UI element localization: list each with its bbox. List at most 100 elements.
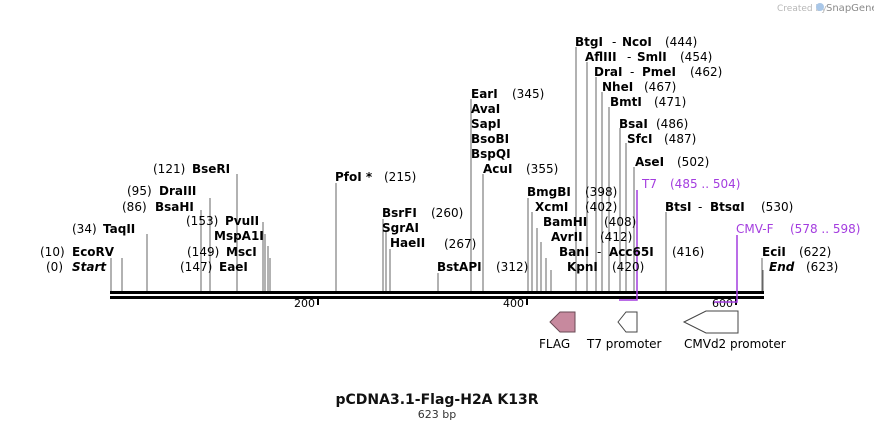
flag-arrow-icon <box>549 311 576 333</box>
site-bani-acc65i[interactable]: BanI - Acc65I (416) <box>559 245 704 259</box>
site-end-name: End <box>769 260 795 274</box>
site-bsahi[interactable]: (86) BsaHI <box>122 200 194 214</box>
site-end[interactable]: End (623) <box>769 260 838 274</box>
site-acui-pos: (355) <box>526 162 558 176</box>
site-bmti[interactable]: BmtI (471) <box>610 95 686 109</box>
site-leader-lines <box>110 47 764 291</box>
site-bsobi[interactable]: BsoBI <box>471 132 509 146</box>
site-drai-name: DraI <box>594 65 622 79</box>
primer-cmv-f[interactable]: CMV-F (578 .. 598) <box>714 222 860 303</box>
site-bmgbi-name: BmgBI <box>527 185 571 199</box>
site-taqii-pos: (34) <box>72 222 97 236</box>
primer-cmv-f-range: (578 .. 598) <box>790 222 860 236</box>
site-acui[interactable]: AcuI (355) <box>483 162 558 176</box>
site-bsai[interactable]: BsaI (486) <box>619 117 688 131</box>
site-afliii-smli[interactable]: AflIII - SmlI (454) <box>585 50 712 64</box>
site-bmgbi[interactable]: BmgBI (398) <box>527 185 617 199</box>
site-ecii-name: EciI <box>762 245 786 259</box>
site-bani-name: BanI <box>559 245 589 259</box>
site-acui-name: AcuI <box>483 162 512 176</box>
tick-label-400: 400 <box>503 297 524 310</box>
site-ecorv-name: EcoRV <box>72 245 115 259</box>
site-pfoi[interactable]: PfoI * (215) <box>335 170 416 184</box>
site-bsrfi-name: BsrFI <box>382 206 417 220</box>
site-bspqi[interactable]: BspQI <box>471 147 511 161</box>
site-afliii-name: AflIII <box>585 50 617 64</box>
site-bsahi-name: BsaHI <box>155 200 194 214</box>
feature-t7-promoter[interactable]: T7 promoter <box>586 311 662 351</box>
site-bmgbi-pos: (398) <box>585 185 617 199</box>
site-asei-pos: (502) <box>677 155 709 169</box>
site-sapi-name: SapI <box>471 117 501 131</box>
site-sfci[interactable]: SfcI (487) <box>627 132 696 146</box>
site-xcmi[interactable]: XcmI (402) <box>535 200 617 214</box>
site-bspqi-name: BspQI <box>471 147 511 161</box>
site-msci[interactable]: (149) MscI <box>187 245 257 259</box>
site-bsai-name: BsaI <box>619 117 648 131</box>
feature-cmvd2-promoter[interactable]: CMVd2 promoter <box>682 310 786 351</box>
feature-cmvd2-promoter-label: CMVd2 promoter <box>684 337 786 351</box>
site-separator: - <box>597 245 601 259</box>
site-kpni[interactable]: KpnI (420) <box>567 260 644 274</box>
site-acc65i-name: Acc65I <box>609 245 654 259</box>
site-bstapi[interactable]: BstAPI (312) <box>437 260 528 274</box>
site-drai-pmei[interactable]: DraI - PmeI (462) <box>594 65 722 79</box>
site-ncoi-pos: (444) <box>665 35 697 49</box>
site-eari[interactable]: EarI (345) <box>471 87 544 101</box>
site-avrii-name: AvrII <box>551 230 583 244</box>
site-avai[interactable]: AvaI <box>471 102 500 116</box>
site-taqii-name: TaqII <box>103 222 135 236</box>
site-start-name: Start <box>72 260 107 274</box>
cmvd2-promoter-arrow-icon <box>682 310 739 334</box>
tick-label-600: 600 <box>712 297 733 310</box>
site-ecii[interactable]: EciI (622) <box>762 245 831 259</box>
site-pfoi-name: PfoI * <box>335 170 373 184</box>
site-eari-name: EarI <box>471 87 498 101</box>
feature-flag[interactable]: FLAG <box>539 311 576 351</box>
site-smli-name: SmlI <box>637 50 667 64</box>
site-ecorv[interactable]: (10) EcoRV <box>40 245 115 259</box>
site-btgi-ncoi[interactable]: BtgI - NcoI (444) <box>575 35 697 49</box>
site-acc65i-pos: (416) <box>672 245 704 259</box>
site-kpni-name: KpnI <box>567 260 598 274</box>
feature-flag-label: FLAG <box>539 337 570 351</box>
site-nhei[interactable]: NheI (467) <box>602 80 676 94</box>
site-mspa1i-name: MspA1I <box>214 229 264 243</box>
site-eaei[interactable]: (147) EaeI <box>180 260 248 274</box>
site-avrii[interactable]: AvrII (412) <box>551 230 632 244</box>
site-start[interactable]: (0) Start <box>46 260 107 274</box>
site-bamhi-name: BamHI <box>543 215 587 229</box>
site-draiii[interactable]: (95) DraIII <box>127 184 196 198</box>
site-mspa1i[interactable]: MspA1I <box>214 229 264 243</box>
primer-t7-range: (485 .. 504) <box>670 177 740 191</box>
primer-t7[interactable]: T7 (485 .. 504) <box>619 177 740 301</box>
site-pvuii[interactable]: (153) PvuII <box>186 214 259 228</box>
watermark-brand: SnapGene <box>826 3 874 14</box>
site-haeii[interactable]: HaeII (267) <box>390 236 476 251</box>
site-separator: - <box>698 200 702 214</box>
site-pfoi-pos: (215) <box>384 170 416 184</box>
snapgene-logo-icon <box>816 3 824 11</box>
site-bseri-name: BseRI <box>192 162 230 176</box>
site-sgrai[interactable]: SgrAI <box>382 221 419 235</box>
site-asei[interactable]: AseI (502) <box>635 155 709 169</box>
site-xcmi-name: XcmI <box>535 200 568 214</box>
tick-label-200: 200 <box>294 297 315 310</box>
site-btsi-btsai[interactable]: BtsI - BtsαI (530) <box>665 200 793 214</box>
site-separator: - <box>612 35 616 49</box>
site-bseri[interactable]: (121) BseRI <box>153 162 230 176</box>
site-bamhi[interactable]: BamHI (408) <box>543 215 636 229</box>
site-sgrai-name: SgrAI <box>382 221 419 235</box>
map-length: 623 bp <box>418 408 456 421</box>
snapgene-watermark: Created by SnapGene <box>777 3 874 14</box>
site-bsrfi[interactable]: BsrFI (260) <box>382 206 463 220</box>
site-bsrfi-pos: (260) <box>431 206 463 220</box>
site-taqii[interactable]: (34) TaqII <box>72 222 135 236</box>
site-smli-pos: (454) <box>680 50 712 64</box>
site-sapi[interactable]: SapI <box>471 117 501 131</box>
site-pvuii-pos: (153) <box>186 214 218 228</box>
site-start-pos: (0) <box>46 260 63 274</box>
site-haeii-pos: (267) <box>444 237 476 251</box>
site-bstapi-pos: (312) <box>496 260 528 274</box>
